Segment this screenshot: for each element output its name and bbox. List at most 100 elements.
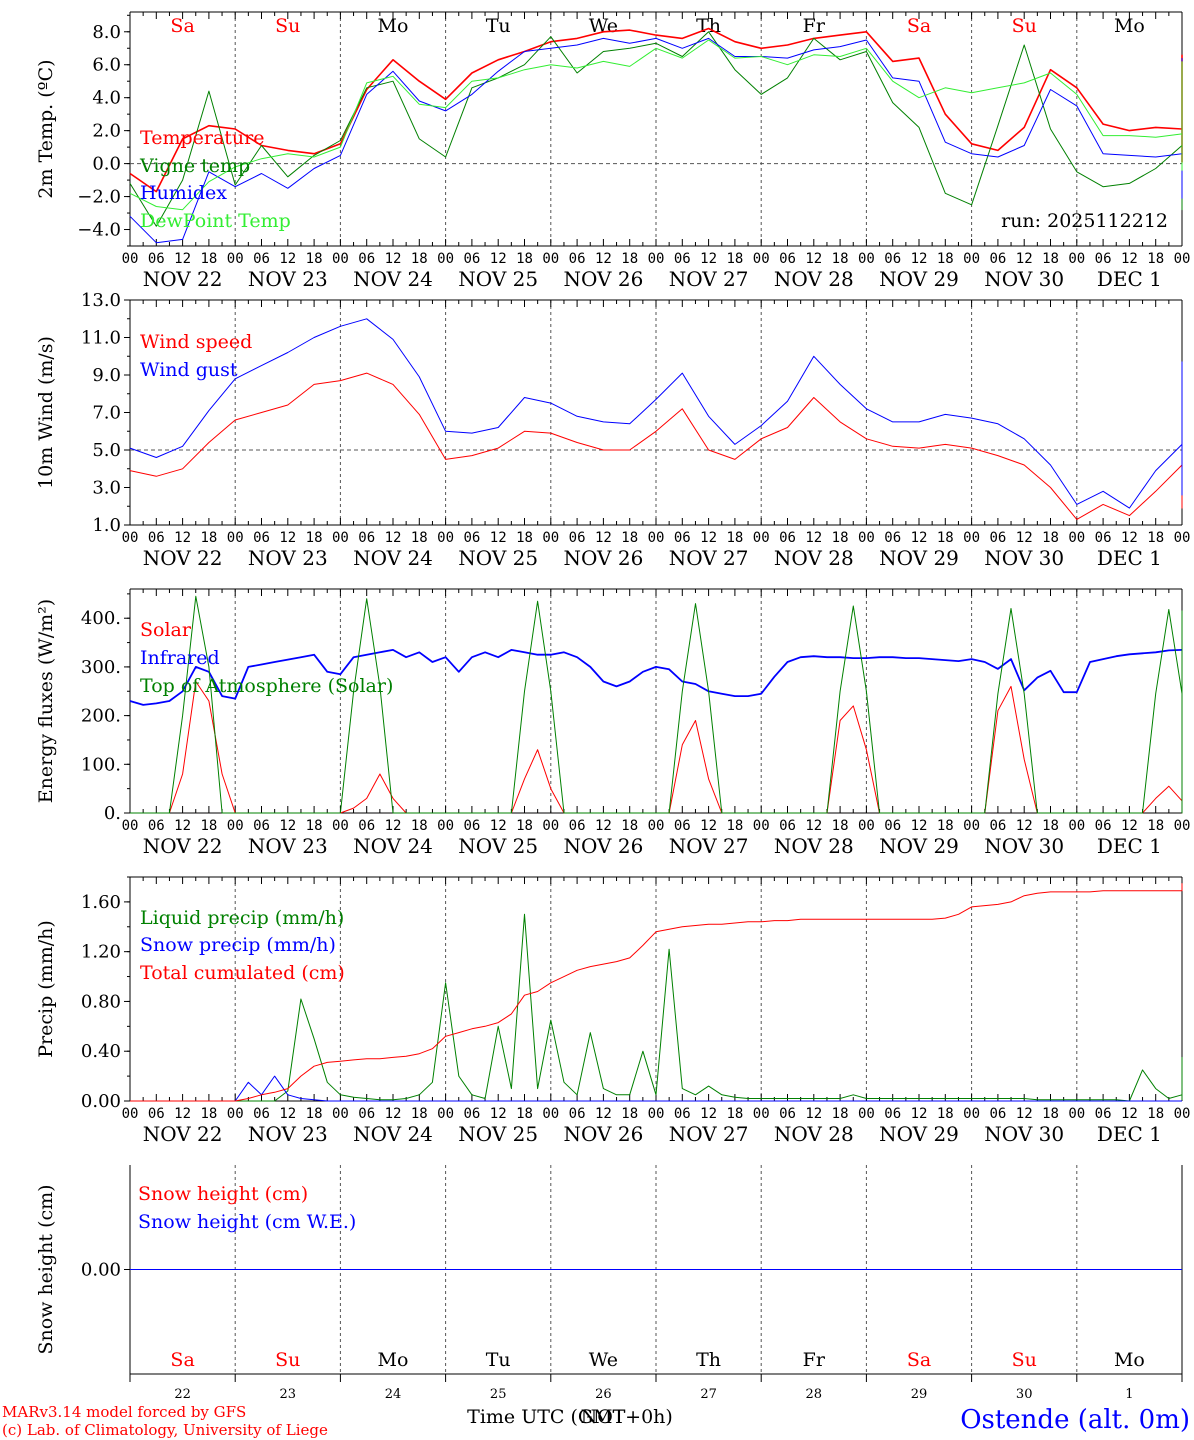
energy-hour-label: 00 <box>122 818 139 834</box>
temperature-hour-label: 00 <box>332 251 349 267</box>
energy-hour-label: 00 <box>858 818 875 834</box>
wind-hour-label: 12 <box>1121 530 1138 546</box>
temperature-weekday-label: Fr <box>803 15 826 37</box>
wind-hour-label: 18 <box>937 530 954 546</box>
energy-hour-label: 00 <box>648 818 665 834</box>
footer: MARv3.14 model forced by GFS (c) Lab. of… <box>2 1403 1190 1439</box>
precip-y-tick-label: 0.40 <box>81 1041 121 1062</box>
wind-hour-label: 00 <box>332 530 349 546</box>
temperature-day-label: NOV 24 <box>353 267 433 291</box>
temperature-hour-label: 00 <box>1174 251 1191 267</box>
energy-axes: 0. 100. 200. 300. 400. Energy fluxes (W/m²) 00… <box>35 588 1190 858</box>
precip-day-label: NOV 26 <box>564 1122 644 1146</box>
temperature-hour-label: 18 <box>937 251 954 267</box>
temperature-hour-label: 18 <box>516 251 533 267</box>
energy-hour-label: 06 <box>674 818 691 834</box>
temperature-weekday-label: Mo <box>378 15 409 37</box>
energy-hour-label: 06 <box>358 818 375 834</box>
wind-hour-label: 18 <box>306 530 323 546</box>
temperature-hour-label: 06 <box>358 251 375 267</box>
wind-hour-label: 18 <box>1147 530 1164 546</box>
energy-hour-label: 18 <box>937 818 954 834</box>
wind-hour-label: 12 <box>490 530 507 546</box>
station-name: Ostende (alt. 0m) <box>960 1405 1190 1435</box>
snow-weekday-label: Su <box>275 1349 300 1371</box>
energy-hour-label: 12 <box>174 818 191 834</box>
temperature-hour-label: 18 <box>726 251 743 267</box>
energy-hour-label: 18 <box>832 818 849 834</box>
wind-hour-label: 00 <box>437 530 454 546</box>
temperature-hour-label: 18 <box>411 251 428 267</box>
temperature-day-label: NOV 26 <box>564 267 644 291</box>
temperature-hour-label: 06 <box>989 251 1006 267</box>
temperature-hour-label: 06 <box>779 251 796 267</box>
precip-day-label: NOV 28 <box>774 1122 854 1146</box>
temperature-hour-label: 00 <box>122 251 139 267</box>
time-axis-overlay: NOT <box>581 1406 626 1428</box>
wind-hour-label: 18 <box>411 530 428 546</box>
wind-y-tick-label: 5.0 <box>92 440 121 461</box>
energy-series-top-of-atmosphere-solar <box>130 595 1183 814</box>
energy-legend-1: Infrared <box>140 647 220 669</box>
snow-weekday-label: Mo <box>1114 1349 1145 1371</box>
precip-y-tick-label: 1.60 <box>81 892 121 913</box>
energy-hour-label: 06 <box>989 818 1006 834</box>
energy-day-label: NOV 29 <box>879 834 959 858</box>
run-annotation: run: 2025112212 <box>1001 210 1168 232</box>
temperature-y-tick-label: 4.0 <box>92 88 121 109</box>
temperature-y-tick-label: 6.0 <box>92 55 121 76</box>
temperature-day-label: NOV 28 <box>774 267 854 291</box>
temperature-y-tick-label: 0.0 <box>92 154 121 175</box>
temperature-weekday-label: Su <box>1012 15 1037 37</box>
wind-hour-label: 00 <box>1174 530 1191 546</box>
precip-legend-0: Liquid precip (mm/h) <box>140 907 344 929</box>
energy-hour-label: 00 <box>437 818 454 834</box>
energy-y-tick-label: 200. <box>81 706 121 727</box>
lab-credit: (c) Lab. of Climatology, University of L… <box>2 1421 328 1439</box>
energy-hour-label: 12 <box>1121 818 1138 834</box>
temperature-hour-label: 00 <box>227 251 244 267</box>
temperature-legend-3: DewPoint Temp <box>140 210 291 232</box>
wind-y-tick-label: 7.0 <box>92 403 121 424</box>
energy-day-label: NOV 23 <box>248 834 328 858</box>
wind-hour-label: 18 <box>726 530 743 546</box>
snow-day-number: 28 <box>806 1387 823 1402</box>
temperature-series-dewpoint-temp <box>129 39 1183 211</box>
wind-hour-label: 00 <box>963 530 980 546</box>
temperature-hour-label: 12 <box>700 251 717 267</box>
temperature-panel: −4.0 −2.0 0.0 2.0 4.0 6.0 8.0 2m Temp. (ºC) 00 06… <box>35 11 1191 291</box>
temperature-hour-label: 06 <box>148 251 165 267</box>
energy-hour-label: 06 <box>253 818 270 834</box>
energy-hour-label: 18 <box>726 818 743 834</box>
energy-y-tick-label: 0. <box>104 803 121 824</box>
wind-day-label: NOV 30 <box>984 546 1064 570</box>
wind-series-wind-gust <box>129 318 1183 509</box>
energy-day-label: NOV 28 <box>774 834 854 858</box>
time-axis-title: Time UTC (GMT+0h) <box>467 1406 673 1428</box>
temperature-y-tick-label: 2.0 <box>92 121 121 142</box>
temperature-hour-label: 12 <box>174 251 191 267</box>
precip-hour-label: 18 <box>621 1106 638 1122</box>
precip-hour-label: 06 <box>1095 1106 1112 1122</box>
temperature-hour-label: 12 <box>385 251 402 267</box>
wind-hour-label: 18 <box>832 530 849 546</box>
energy-hour-label: 12 <box>279 818 296 834</box>
precip-day-label: NOV 29 <box>879 1122 959 1146</box>
precip-hour-label: 00 <box>858 1106 875 1122</box>
wind-y-axis-title: 10m Wind (m/s) <box>35 336 57 489</box>
energy-hour-label: 12 <box>595 818 612 834</box>
energy-hour-label: 18 <box>1147 818 1164 834</box>
snow-day-number: 24 <box>385 1387 402 1402</box>
wind-day-label: NOV 23 <box>248 546 328 570</box>
precip-hour-label: 12 <box>385 1106 402 1122</box>
wind-day-label: NOV 25 <box>458 546 538 570</box>
wind-hour-label: 06 <box>884 530 901 546</box>
energy-hour-label: 06 <box>884 818 901 834</box>
wind-hour-label: 18 <box>200 530 217 546</box>
temperature-hour-label: 00 <box>858 251 875 267</box>
energy-hour-label: 00 <box>963 818 980 834</box>
temperature-day-label: DEC 1 <box>1097 267 1162 291</box>
precip-hour-label: 12 <box>911 1106 928 1122</box>
precip-hour-label: 06 <box>253 1106 270 1122</box>
